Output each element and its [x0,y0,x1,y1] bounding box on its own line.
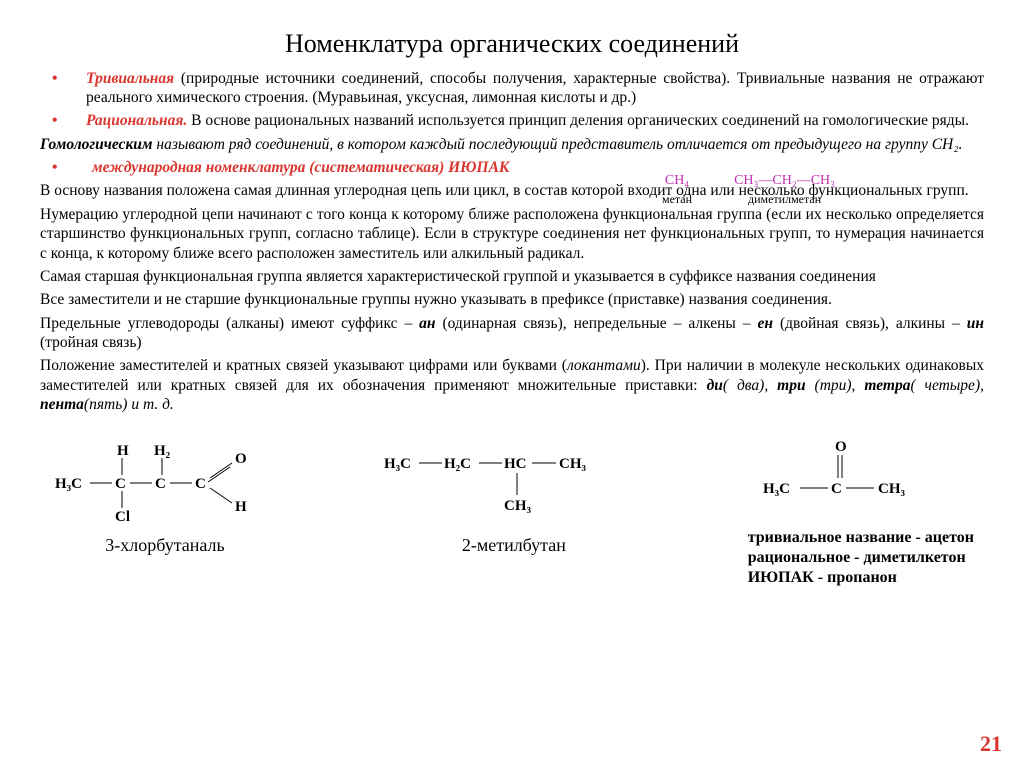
bullet-rational: • Рациональная. В основе рациональных на… [40,111,984,130]
molecule-icon: H₃C C O CH₃ [748,433,948,513]
term-homolog: Гомологическим [40,136,153,153]
svg-text:H₃C: H₃C [55,476,82,492]
para-5: Предельные углеводороды (алканы) имеют с… [40,314,984,353]
text-homolog: называют ряд соединений, в котором кажды… [153,136,963,153]
para-2: Нумерацию углеродной цепи начинают с тог… [40,205,984,263]
text-rational: В основе рациональных названий используе… [187,112,969,129]
svg-text:H₂C: H₂C [444,456,471,472]
svg-text:O: O [235,451,247,467]
svg-text:H₂: H₂ [154,443,171,459]
svg-text:C: C [115,476,126,492]
structure-methylbutane: H₃C H₂C HC CH₃ CH₃ 2-метилбутан [384,433,644,588]
formula-inset: CH₄CH₃—CH₂—CH₃ метандиметилметан [640,170,857,209]
page-number: 21 [980,730,1002,758]
svg-text:O: O [835,439,847,455]
name-methylbutane: 2-метилбутан [384,534,644,557]
structures-row: H₃C C H Cl C H₂ C O H 3-хлорбутаналь H₃C… [40,433,984,588]
formula-propane: CH₃—CH₂—CH₃ [714,172,855,190]
bullet-icon: • [40,158,86,177]
svg-text:C: C [195,476,206,492]
name-chlorobutanal: 3-хлорбутаналь [50,534,280,557]
acetone-trivial: тривиальное название - ацетон [748,528,974,548]
svg-text:H: H [235,499,247,515]
bullet-icon: • [40,69,86,108]
svg-text:CH₃: CH₃ [878,481,906,497]
svg-text:H: H [117,443,129,459]
label-dimethylmethane: диметилметан [714,192,855,207]
para-4: Все заместители и не старшие функциональ… [40,290,984,309]
para-6: Положение заместителей и кратных связей … [40,356,984,414]
term-trivial: Тривиальная [86,70,174,87]
text-trivial: (природные источники соединений, способы… [86,70,984,106]
term-rational: Рациональная. [86,112,187,129]
formula-ch4: CH₄ [642,172,712,190]
acetone-names: тривиальное название - ацетон рациональн… [748,528,974,588]
svg-text:CH₃: CH₃ [559,456,587,472]
bullet-trivial: • Тривиальная (природные источники соеди… [40,69,984,108]
page-title: Номенклатура органических соединений [40,28,984,61]
molecule-icon: H₃C H₂C HC CH₃ CH₃ [384,433,644,523]
structure-acetone: H₃C C O CH₃ тривиальное название - ацето… [748,433,974,588]
svg-text:C: C [155,476,166,492]
acetone-rational: рациональное - диметилкетон [748,548,974,568]
label-methane: метан [642,192,712,207]
svg-text:H₃C: H₃C [384,456,411,472]
para-3: Самая старшая функциональная группа явля… [40,267,984,286]
svg-text:HC: HC [504,456,527,472]
term-iupac: международная номенклатура (систематичес… [86,158,509,177]
structure-chlorobutanal: H₃C C H Cl C H₂ C O H 3-хлорбутаналь [50,433,280,588]
molecule-icon: H₃C C H Cl C H₂ C O H [50,433,280,523]
svg-text:CH₃: CH₃ [504,498,532,514]
svg-text:C: C [831,481,842,497]
acetone-iupac: ИЮПАК - пропанон [748,568,974,588]
svg-text:H₃C: H₃C [763,481,790,497]
svg-text:Cl: Cl [115,509,130,523]
homolog-def: Гомологическим называют ряд соединений, … [40,135,984,154]
bullet-icon: • [40,111,86,130]
